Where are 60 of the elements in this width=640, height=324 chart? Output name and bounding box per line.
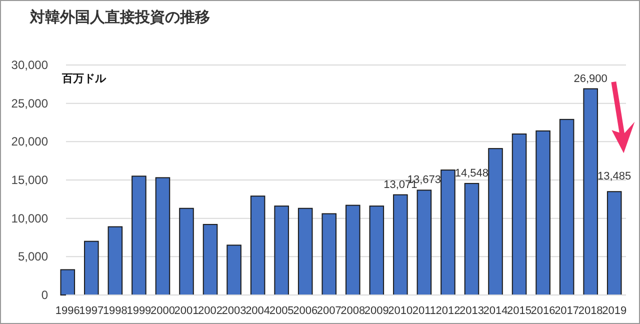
x-tick-label: 2001 (174, 305, 199, 317)
bar (606, 191, 622, 296)
x-tick-label: 2010 (388, 305, 413, 317)
bar (416, 190, 432, 296)
y-tick-label: 30,000 (11, 58, 48, 72)
bar (202, 224, 218, 296)
y-tick-label: 0 (41, 288, 48, 302)
bar (298, 208, 313, 296)
bar (536, 130, 550, 296)
bar (132, 176, 146, 296)
chart-title: 対韓外国人直接投資の推移 (29, 8, 210, 26)
bar (393, 194, 408, 296)
x-tick-label: 2017 (554, 305, 580, 317)
bar (226, 244, 242, 296)
data-label: 13,485 (598, 170, 632, 183)
y-axis-title: 百万ドル (61, 73, 107, 85)
x-tick-label: 2018 (578, 305, 603, 317)
x-tick-label: 2019 (602, 305, 627, 317)
x-tick-label: 1997 (79, 305, 104, 317)
x-tick-label: 2006 (293, 305, 318, 317)
bar (464, 182, 480, 296)
y-tick-label: 20,000 (11, 134, 48, 149)
y-tick-label: 25,000 (11, 96, 48, 110)
x-tick-label: 2004 (246, 305, 270, 317)
y-tick-label: 5,000 (18, 250, 48, 264)
bar (274, 206, 289, 296)
bar (155, 177, 170, 296)
x-tick-label: 2002 (198, 305, 223, 317)
x-tick-label: 2003 (222, 305, 246, 317)
x-tick-label: 2009 (364, 305, 389, 317)
bar (179, 208, 194, 296)
x-tick-label: 2015 (507, 305, 532, 317)
bar (84, 240, 99, 296)
bar (583, 88, 598, 296)
x-tick-label: 2012 (436, 305, 460, 317)
x-tick-label: 2007 (316, 305, 342, 317)
x-tick-label: 2011 (412, 305, 436, 317)
y-tick-label: 10,000 (11, 211, 48, 226)
x-tick-label: 1996 (55, 305, 80, 317)
x-tick-label: 1999 (126, 305, 152, 317)
bar (369, 206, 384, 296)
bar (488, 148, 503, 296)
x-tick-label: 2005 (269, 305, 294, 317)
bar (108, 226, 123, 296)
bar (345, 204, 360, 296)
bar (512, 134, 527, 296)
bar (440, 170, 456, 296)
bar (559, 118, 574, 296)
bar (60, 269, 76, 296)
x-tick-label: 2000 (150, 305, 175, 317)
x-tick-label: 2013 (459, 305, 484, 317)
x-tick-label: 1998 (102, 305, 128, 317)
data-label: 14,548 (454, 167, 489, 180)
bar (322, 213, 337, 296)
y-tick-label: 15,000 (11, 173, 48, 187)
bar (250, 196, 266, 296)
data-label: 26,900 (574, 72, 608, 85)
x-tick-label: 2014 (483, 305, 508, 317)
x-tick-label: 2016 (530, 305, 556, 317)
x-tick-label: 2008 (340, 305, 366, 317)
